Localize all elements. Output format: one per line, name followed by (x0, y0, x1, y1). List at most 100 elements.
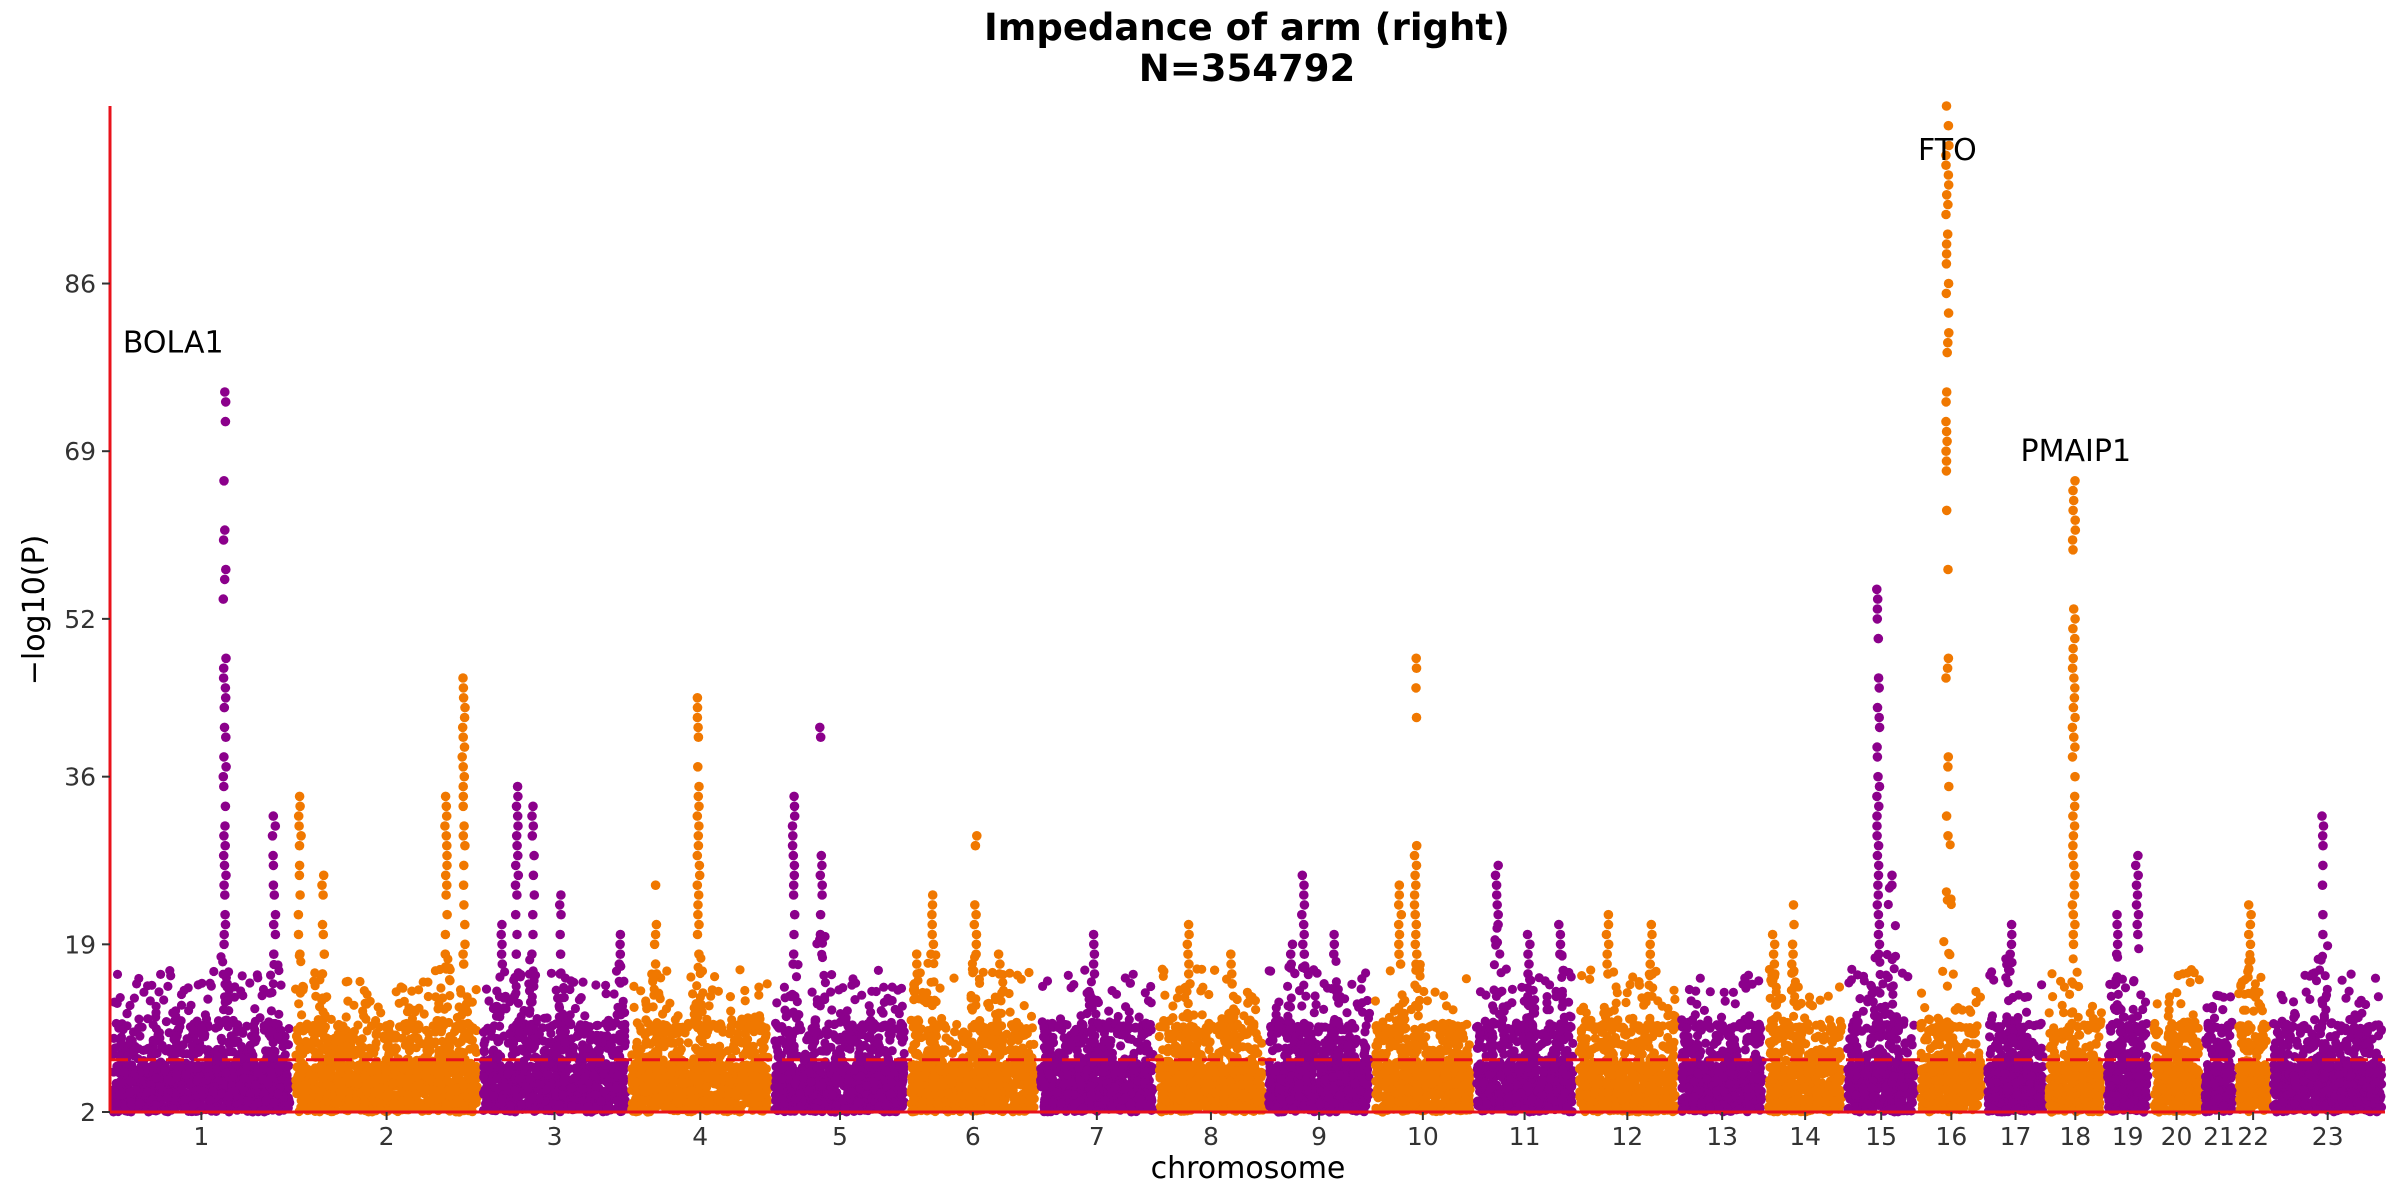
snp-point (183, 983, 193, 993)
snp-point (111, 1018, 121, 1029)
snp-point (343, 976, 353, 987)
snp-point (280, 1050, 290, 1060)
snp-point (431, 992, 441, 1002)
snp-point (228, 1047, 238, 1057)
snp-point (116, 1032, 126, 1042)
snp-point (773, 1021, 783, 1032)
snp-point (118, 1025, 128, 1035)
snp-point (831, 1033, 841, 1043)
snp-point (704, 1073, 714, 1083)
snp-point (170, 1088, 180, 1098)
snp-point (638, 1061, 648, 1072)
snp-point (755, 1092, 765, 1102)
snp-point (391, 1030, 401, 1040)
snp-point (468, 1081, 478, 1091)
snp-point (780, 1005, 790, 1015)
snp-point (688, 989, 698, 999)
snp-point (523, 1084, 533, 1094)
snp-point (433, 1004, 443, 1014)
snp-point (592, 1036, 602, 1046)
snp-point (266, 1066, 276, 1076)
snp-point (163, 1075, 173, 1085)
snp-point (251, 1080, 261, 1090)
snp-point (818, 1060, 828, 1070)
snp-point (538, 1036, 549, 1046)
snp-point (603, 1022, 613, 1032)
snp-point (567, 1101, 577, 1111)
snp-point (341, 1012, 351, 1022)
snp-point (594, 1046, 605, 1056)
snp-point (448, 1065, 458, 1075)
snp-point (832, 1049, 842, 1059)
snp-point (176, 1000, 187, 1010)
snp-point (641, 1039, 651, 1049)
snp-point (879, 982, 889, 992)
snp-point (641, 1015, 651, 1025)
snp-point (176, 989, 187, 1000)
snp-point (148, 1105, 158, 1115)
snp-point (687, 1086, 697, 1096)
snp-point (138, 1045, 148, 1055)
snp-point (530, 1064, 540, 1074)
snp-point (629, 1100, 639, 1110)
snp-point (821, 1026, 831, 1036)
snp-point (451, 1074, 461, 1084)
snp-point (308, 1036, 318, 1046)
snp-point (807, 1042, 817, 1052)
snp-point (726, 1088, 736, 1098)
snp-point (836, 1066, 847, 1076)
snp-point (297, 1010, 307, 1020)
snp-point (817, 1081, 827, 1091)
snp-point (677, 1094, 687, 1105)
snp-point (193, 1063, 203, 1073)
snp-point (349, 1026, 359, 1036)
snp-point (731, 1099, 741, 1109)
snp-point (761, 1079, 771, 1089)
snp-point (881, 1101, 891, 1111)
snp-point (633, 1048, 643, 1058)
snp-point (844, 1022, 854, 1032)
snp-point (567, 1083, 577, 1093)
snp-point (208, 1086, 218, 1096)
snp-point (261, 1095, 271, 1105)
snp-point (479, 1045, 489, 1056)
snp-point (569, 977, 579, 987)
snp-point (583, 1101, 593, 1112)
snp-point (371, 1016, 381, 1026)
snp-point (683, 1020, 693, 1030)
snp-point (182, 1049, 192, 1059)
snp-point (433, 1086, 443, 1096)
snp-point (880, 1020, 890, 1030)
snp-point (545, 1081, 556, 1091)
snp-point (810, 1015, 820, 1025)
snp-point (845, 1035, 856, 1045)
snp-point (411, 1043, 421, 1053)
snp-point (402, 1078, 412, 1088)
snp-point (899, 1027, 909, 1037)
snp-point (421, 1025, 431, 1035)
snp-point (228, 1071, 238, 1082)
snp-point (894, 1009, 904, 1019)
chart-title: Impedance of arm (right) (984, 6, 1510, 49)
snp-point (376, 1008, 386, 1018)
snp-point (844, 1075, 854, 1086)
snp-point (627, 1064, 637, 1074)
snp-point (725, 992, 736, 1002)
scatter-points (108, 964, 2387, 1117)
snp-point (834, 985, 844, 995)
snp-point (175, 1061, 186, 1072)
snp-point (274, 1009, 284, 1019)
snp-point (425, 1046, 435, 1056)
snp-point (740, 996, 750, 1006)
snp-point (335, 1067, 345, 1078)
snp-point (298, 1064, 308, 1074)
snp-point (115, 993, 125, 1003)
snp-point (414, 1081, 424, 1091)
snp-point (535, 1079, 545, 1090)
snp-point (391, 987, 401, 997)
snp-point (664, 1086, 674, 1096)
snp-point (161, 1017, 171, 1027)
snp-point (598, 1069, 609, 1079)
snp-point (226, 1031, 236, 1041)
snp-point (896, 1018, 906, 1028)
